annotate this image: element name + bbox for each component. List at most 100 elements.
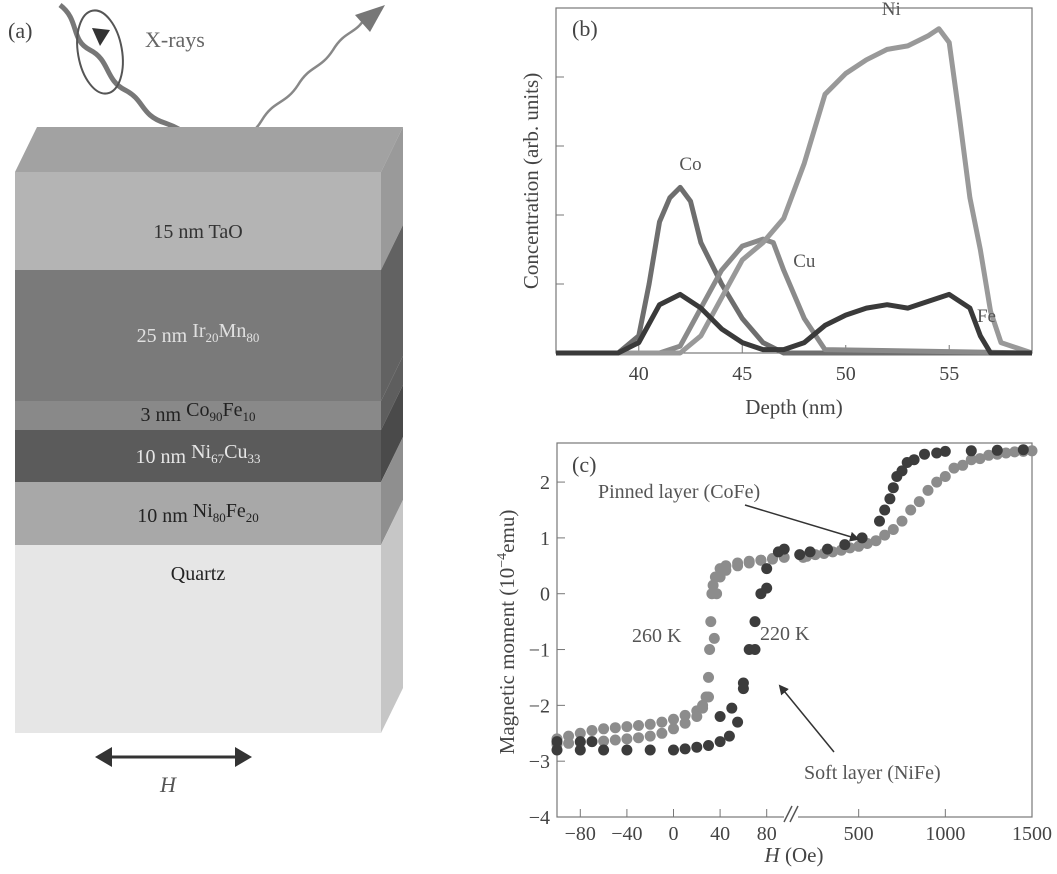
panel-c-x-tick-label: −80 — [565, 823, 596, 845]
panel-c-y-tick-label: −1 — [529, 640, 550, 662]
point-260K — [922, 484, 934, 496]
point-260K — [609, 734, 621, 746]
series-cu-line — [556, 236, 1033, 356]
point-220K — [691, 741, 703, 753]
point-260K — [633, 732, 644, 744]
point-260K — [644, 730, 656, 742]
point-260K — [1000, 447, 1012, 459]
pinned-layer-pointer — [744, 504, 860, 542]
point-220K — [778, 543, 790, 555]
point-260K — [656, 716, 668, 728]
point-220K — [679, 743, 691, 755]
point-220K — [761, 563, 773, 575]
point-260K — [887, 524, 899, 535]
point-260K — [983, 449, 995, 461]
soft-layer-pointer — [778, 684, 835, 753]
polarization-loop-icon — [76, 9, 124, 95]
point-260K — [755, 554, 767, 566]
label-cu: Cu — [793, 251, 816, 272]
point-220K — [586, 736, 598, 748]
panel-c-x-tick-label: 40 — [710, 823, 730, 845]
polarization-arrowhead-icon — [92, 28, 110, 46]
point-220K — [896, 465, 908, 477]
point-220K — [761, 582, 773, 594]
point-220K — [726, 702, 738, 714]
layer-2-front — [15, 401, 381, 430]
point-220K — [668, 744, 679, 756]
point-260K — [711, 588, 723, 600]
point-220K — [908, 454, 920, 466]
xrays-label: X-rays — [145, 27, 205, 52]
panel-c-x-tick-label: 80 — [757, 823, 777, 845]
layer-1-side — [381, 225, 403, 401]
point-260K — [704, 644, 716, 655]
point-220K — [551, 736, 563, 748]
point-220K — [884, 493, 896, 505]
point-220K — [887, 482, 899, 494]
point-260K — [563, 737, 575, 749]
point-220K — [732, 716, 744, 728]
point-220K — [1017, 444, 1029, 456]
point-260K — [853, 540, 865, 552]
panel-c-y-tick-label: −3 — [529, 751, 550, 773]
point-220K — [931, 447, 943, 459]
point-260K — [697, 702, 709, 714]
point-260K — [633, 720, 644, 731]
panel-c-label: (c) — [572, 452, 596, 477]
panel-c-x-axis-label: H (Oe) — [764, 843, 824, 867]
soft-layer-label: Soft layer (NiFe) — [804, 762, 941, 784]
panel-c-x-tick-label: 0 — [669, 823, 679, 845]
series-ni-line — [556, 26, 1033, 356]
panel-c-y-tick-label: −4 — [529, 807, 550, 829]
layer-3-label: 10 nm Ni67Cu33 — [136, 441, 261, 468]
panel-b-y-axis-label: Concentration (arb. units) — [519, 73, 543, 289]
panel-c-x-tick-label: 500 — [844, 823, 874, 845]
panel-c-y-tick-label: 1 — [540, 528, 550, 550]
point-260K — [644, 718, 656, 730]
layer-0-front — [15, 172, 381, 270]
layer-4-label: 10 nm Ni80Fe20 — [137, 500, 259, 527]
layer-5-label: Quartz — [171, 563, 226, 585]
panel-b-x-tick-label: 40 — [629, 363, 649, 385]
panel-c-y-tick-label: 2 — [540, 472, 550, 494]
layer-2-side — [381, 356, 403, 430]
point-260K — [668, 713, 679, 725]
point-260K — [905, 504, 917, 516]
point-220K — [644, 744, 656, 756]
point-220K — [939, 445, 951, 457]
label-co: Co — [679, 154, 701, 175]
label-260K: 260 K — [632, 625, 682, 647]
point-220K — [879, 504, 891, 516]
panel-b-x-tick-label: 45 — [732, 363, 752, 385]
point-260K — [707, 579, 719, 591]
panel-c-x-tick-label: 1500 — [1012, 823, 1052, 845]
layer-0-label: 15 nm TaO — [153, 221, 242, 243]
point-260K — [621, 721, 633, 733]
point-260K — [703, 671, 714, 683]
series-fe-line — [556, 291, 1032, 356]
point-220K — [574, 736, 586, 748]
stack-top-face — [15, 127, 403, 172]
point-260K — [679, 709, 691, 721]
field-arrowhead-left — [95, 747, 112, 767]
point-260K — [1009, 446, 1021, 458]
panel-c-x-tick-label: −40 — [611, 823, 642, 845]
layer-4-side — [381, 437, 403, 545]
point-260K — [708, 632, 720, 644]
point-260K — [679, 717, 691, 729]
label-220K: 220 K — [760, 623, 810, 645]
axis-break-marker — [783, 805, 799, 824]
point-260K — [896, 515, 908, 527]
point-260K — [574, 727, 586, 739]
layer-5-side — [381, 500, 403, 733]
layer-3-side — [381, 385, 403, 482]
point-260K — [948, 462, 960, 474]
label-ni: Ni — [882, 0, 901, 20]
point-260K — [598, 735, 610, 747]
layer-0-side — [381, 127, 403, 270]
point-220K — [749, 644, 761, 655]
point-260K — [965, 454, 977, 466]
panel-b-x-axis-label: Depth (nm) — [745, 395, 842, 419]
point-220K — [714, 711, 726, 722]
